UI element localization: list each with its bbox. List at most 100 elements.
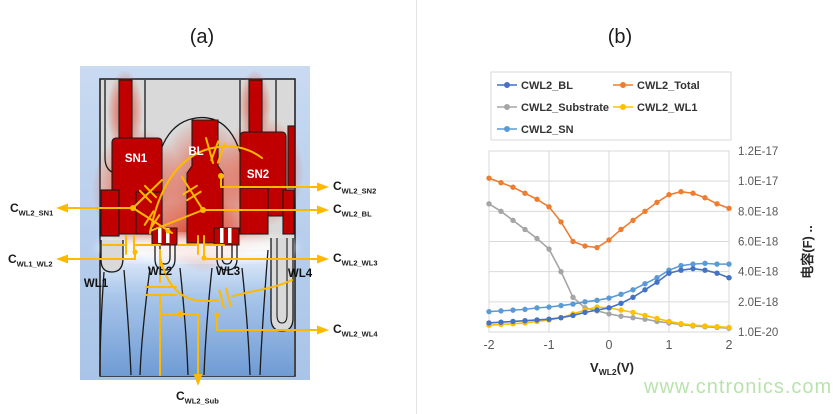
data-point-CWL2_Total (726, 205, 732, 212)
data-point-CWL2_Total (654, 199, 660, 205)
data-point-CWL2_SN (618, 291, 624, 297)
data-point-CWL2_Substrate (534, 235, 540, 242)
data-point-CWL2_Substrate (690, 323, 696, 329)
legend-label-CWL2_WL1: CWL2_WL1 (637, 102, 698, 114)
wl1-trench (100, 240, 124, 273)
watermark: www.cntronics.com (644, 376, 833, 398)
data-point-CWL2_Total (606, 237, 612, 243)
data-point-CWL2_Total (642, 208, 648, 215)
cap-label-wl2-bl: CWL2_BL (333, 202, 372, 219)
cap-label-wl2-sn2: CWL2_SN2 (333, 179, 377, 196)
data-point-CWL2_Total (498, 179, 504, 186)
arc-to-sn2 (149, 145, 263, 234)
data-point-CWL2_BL (654, 279, 660, 285)
data-point-CWL2_SN (570, 301, 576, 307)
x-tick-label: -1 (543, 338, 554, 352)
y-tick-label: 1.0E-20 (738, 327, 778, 339)
x-tick-label: -2 (483, 338, 494, 352)
bl-region (186, 119, 224, 244)
wl2-label: WL2 (148, 266, 172, 278)
data-point-CWL2_Total (630, 217, 636, 224)
legend-marker-dot (504, 82, 510, 88)
data-point-CWL2_WL1 (498, 321, 504, 328)
bl-label: BL (188, 146, 203, 158)
cap-label-wl2-wl4: CWL2_WL4 (333, 322, 378, 339)
data-point-CWL2_Substrate (606, 311, 612, 317)
x-tick-label: 0 (606, 338, 613, 352)
cwl1-wl2-lead (66, 252, 136, 260)
data-point-CWL2_BL (714, 270, 720, 276)
series-line-CWL2_WL1 (488, 306, 730, 329)
legend-label-CWL2_Substrate: CWL2_Substrate (521, 102, 609, 114)
panel-a-title: (a) (189, 26, 215, 48)
data-point-CWL2_Substrate (678, 321, 684, 328)
x-tick-label: 1 (666, 338, 673, 352)
data-point-CWL2_SN (714, 261, 720, 267)
data-point-CWL2_BL (498, 319, 504, 325)
y-tick-label: 2.0E-18 (738, 297, 778, 309)
data-point-CWL2_WL1 (510, 321, 516, 327)
data-point-CWL2_SN (558, 302, 564, 309)
data-point-CWL2_SN (486, 308, 492, 315)
data-point-CWL2_Substrate (618, 313, 624, 319)
y-tick-label: 6.0E-18 (738, 237, 778, 249)
x-tick-label: 2 (726, 338, 733, 352)
data-point-CWL2_BL (594, 307, 600, 313)
data-point-CWL2_WL1 (654, 315, 660, 322)
data-point-CWL2_BL (582, 309, 588, 316)
data-point-CWL2_SN (690, 261, 696, 267)
data-point-CWL2_Total (534, 196, 540, 202)
data-point-CWL2_WL1 (690, 322, 696, 328)
data-point-CWL2_WL1 (594, 304, 600, 310)
data-point-CWL2_Substrate (510, 217, 516, 224)
data-point-CWL2_BL (546, 316, 552, 322)
data-point-CWL2_WL1 (666, 318, 672, 325)
data-point-CWL2_WL1 (606, 305, 612, 311)
data-point-CWL2_BL (690, 265, 696, 272)
x-axis-title: VWL2(V) (590, 360, 634, 377)
capacitance-annotations (66, 137, 319, 376)
sn2-label: SN2 (247, 169, 269, 181)
data-point-CWL2_Substrate (714, 324, 720, 331)
data-point-CWL2_Substrate (666, 320, 672, 326)
cap-label-wl2-sub: CWL2_Sub (176, 389, 219, 406)
data-point-CWL2_WL1 (582, 307, 588, 313)
cap-label-wl1-wl2: CWL1_WL2 (8, 252, 53, 269)
data-point-CWL2_BL (522, 317, 528, 324)
data-point-CWL2_BL (510, 318, 516, 325)
data-point-CWL2_Substrate (570, 294, 576, 301)
plot-border (488, 150, 730, 333)
data-point-CWL2_Substrate (702, 324, 708, 330)
cap-label-wl2-wl3: CWL2_WL3 (333, 251, 378, 268)
region-labels: SN1 BL SN2 WL1 WL2 WL3 WL4 (84, 146, 313, 290)
data-point-CWL2_SN (498, 308, 504, 314)
panel-b-title: (b) (607, 26, 633, 48)
y-tick-label: 4.0E-18 (738, 267, 778, 279)
data-point-CWL2_Substrate (486, 201, 492, 207)
series-line-CWL2_SN (488, 262, 729, 313)
data-point-CWL2_SN (534, 305, 540, 311)
data-point-CWL2_SN (726, 261, 732, 267)
data-point-CWL2_WL1 (486, 322, 492, 328)
data-point-CWL2_BL (642, 287, 648, 293)
data-point-CWL2_Total (618, 226, 624, 233)
data-point-CWL2_Total (666, 192, 672, 198)
series-line-CWL2_Total (488, 177, 730, 249)
data-point-CWL2_SN (582, 299, 588, 305)
data-point-CWL2_Substrate (582, 305, 588, 311)
data-point-CWL2_WL1 (630, 309, 636, 316)
data-point-CWL2_WL1 (546, 317, 552, 323)
data-point-CWL2_Total (582, 243, 588, 249)
data-point-CWL2_BL (678, 267, 684, 273)
series-line-CWL2_Substrate (488, 203, 730, 330)
data-point-CWL2_WL1 (642, 312, 648, 319)
data-point-CWL2_SN (642, 281, 648, 287)
data-point-CWL2_Total (546, 204, 552, 210)
data-point-CWL2_WL1 (570, 311, 576, 317)
data-point-CWL2_SN (702, 260, 708, 267)
data-point-CWL2_Total (558, 219, 564, 225)
data-point-CWL2_WL1 (618, 307, 624, 313)
arc-to-wl4-right (232, 279, 293, 297)
data-point-CWL2_SN (510, 307, 516, 313)
y-tick-label: 1.2E-17 (738, 146, 778, 158)
